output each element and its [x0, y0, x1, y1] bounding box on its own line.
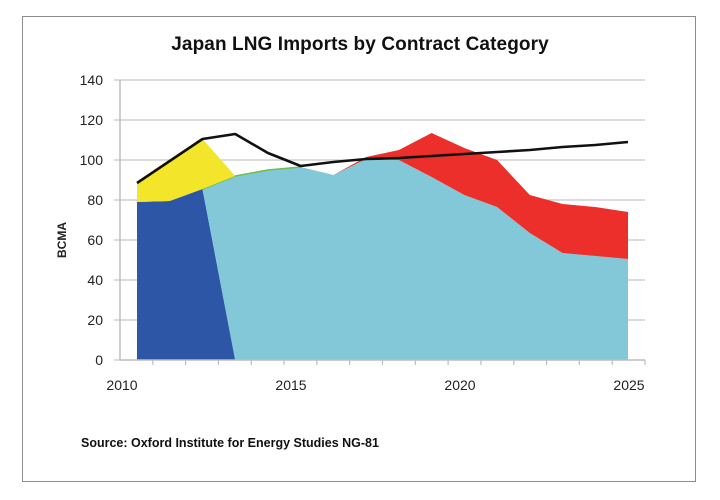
line-series	[136, 132, 629, 185]
y-tick-label: 40	[87, 272, 103, 288]
y-tick-label: 120	[80, 112, 104, 128]
y-tick-label: 140	[80, 72, 104, 88]
y-tick-label: 60	[87, 232, 103, 248]
x-tick-label: 2010	[106, 377, 137, 393]
chart-title: Japan LNG Imports by Contract Category	[171, 34, 549, 55]
axes	[119, 80, 646, 365]
y-axis-label: BCMA	[55, 222, 69, 258]
tick-labels: 0 20 40 60 80 100 120 140 2010 2015 2020 2025	[80, 72, 645, 393]
x-tick-label: 2020	[444, 377, 475, 393]
area-dark-blue-category	[137, 189, 628, 360]
y-tick-label: 80	[87, 192, 103, 208]
y-tick-label: 100	[80, 152, 104, 168]
y-tick-label: 20	[87, 312, 103, 328]
y-tick-label: 0	[95, 352, 103, 368]
line-total-demand	[136, 132, 629, 185]
source-note: Source: Oxford Institute for Energy Stud…	[81, 436, 379, 450]
x-tick-label: 2025	[613, 377, 644, 393]
area-series	[137, 133, 628, 360]
area-light-blue-category	[137, 159, 628, 360]
chart-frame	[22, 16, 696, 482]
x-tick-label: 2015	[275, 377, 306, 393]
